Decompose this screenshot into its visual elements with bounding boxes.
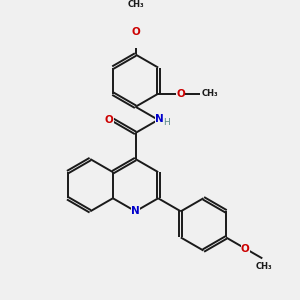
Text: O: O bbox=[105, 115, 113, 125]
Text: N: N bbox=[155, 114, 164, 124]
Text: CH₃: CH₃ bbox=[255, 262, 272, 271]
Text: CH₃: CH₃ bbox=[127, 0, 144, 9]
Text: O: O bbox=[176, 89, 185, 99]
Text: O: O bbox=[131, 27, 140, 37]
Text: CH₃: CH₃ bbox=[202, 89, 219, 98]
Text: H: H bbox=[164, 118, 170, 127]
Text: N: N bbox=[131, 206, 140, 216]
Text: O: O bbox=[241, 244, 250, 254]
